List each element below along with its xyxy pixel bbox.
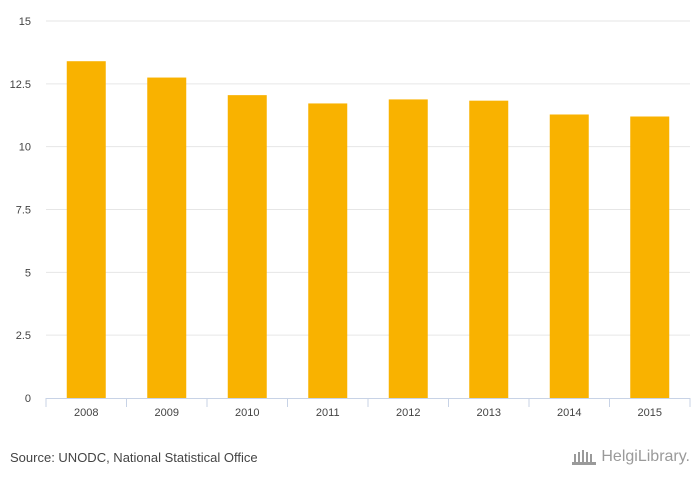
y-tick-label: 12.5	[10, 79, 31, 91]
y-tick-label: 7.5	[16, 205, 31, 217]
y-tick-label: 15	[19, 16, 31, 28]
bar-2008	[66, 61, 106, 399]
x-tick-label: 2014	[557, 407, 581, 419]
x-tick-label: 2015	[638, 407, 662, 419]
bar-2011	[308, 103, 348, 399]
bar-2014	[549, 114, 589, 398]
x-tick-label: 2012	[396, 407, 420, 419]
x-tick-label: 2009	[155, 407, 179, 419]
y-tick-label: 10	[19, 142, 31, 154]
bar-2009	[147, 77, 187, 399]
y-axis: 0 2.5 5 7.5 10 12.5 15	[10, 16, 31, 405]
x-tick-label: 2013	[477, 407, 501, 419]
x-tick-label: 2011	[316, 407, 340, 419]
source-note: Source: UNODC, National Statistical Offi…	[10, 450, 258, 465]
grid-lines	[46, 20, 690, 336]
x-tick-label: 2010	[235, 407, 259, 419]
bar-2015	[630, 116, 670, 399]
bar-2012	[388, 99, 428, 398]
bar-2010	[227, 95, 267, 398]
y-tick-label: 0	[25, 393, 31, 405]
y-tick-label: 5	[25, 267, 31, 279]
logo-text: HelgiLibrary.	[601, 448, 690, 465]
helgilibrary-logo: HelgiLibrary.	[571, 448, 690, 466]
x-tick-label: 2008	[74, 407, 98, 419]
bar-2013	[469, 100, 509, 398]
x-axis: 2008 2009 2010 2011 2012 2013 2014 2015	[45, 398, 691, 419]
bar-chart: 0 2.5 5 7.5 10 12.5 15 2008 2009 2010 2011 2012 201…	[10, 16, 691, 419]
library-building-icon	[572, 450, 597, 465]
bars	[66, 61, 670, 399]
y-tick-label: 2.5	[16, 330, 31, 342]
